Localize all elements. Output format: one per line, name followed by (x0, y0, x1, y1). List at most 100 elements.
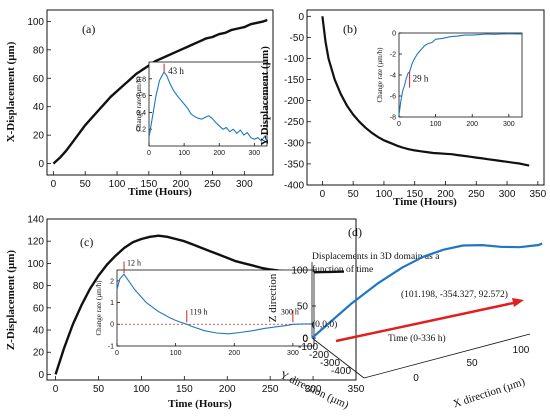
panel-a-xtick-label: 0 (51, 179, 57, 190)
panel-a-inset-axes: 0 100 200 300 0.2 0.4 0.6 0.8 (136, 76, 260, 157)
panel-d-time-arrowhead (512, 298, 524, 307)
panel-a-ylabel: X-Displacement (µm) (5, 41, 17, 142)
panel-d-ztick-label: 100 (291, 266, 308, 277)
panel-b-xtick-label: 100 (376, 189, 393, 200)
panel-d-title-line2: function of time (312, 264, 373, 275)
panel-c-inset-xtick-label: 100 (170, 350, 182, 357)
panel-b-inset-xtick-label: 200 (466, 121, 478, 128)
panel-c-inset-ytick-label: 2 (110, 278, 114, 285)
panel-a-inset-change-rate-line (148, 71, 268, 143)
panel-a-xtick-label: 250 (204, 179, 221, 190)
panel-b-inset-annotation: 29 h (413, 73, 429, 83)
panel-b-inset-axes: 0 100 200 300 0 -2 -4 -6 -8 (390, 30, 515, 128)
panel-a-inset-ytick-label: 0.4 (136, 110, 146, 117)
panel-a-ytick-label: 40 (33, 102, 45, 113)
panel-b-inset-xtick-label: 300 (503, 121, 515, 128)
panel-b-inset-series (398, 33, 522, 115)
panel-a: (a) Time (Hours) X-Displacement (µm) 0 50… (5, 9, 274, 198)
panel-c-ytick-label: 140 (27, 215, 44, 226)
panel-b-ytick-label: 0 (298, 12, 304, 23)
panel-c-xtick-label: 200 (219, 384, 236, 395)
panel-b-inset-ylabel: Change rate (µm/h) (376, 47, 384, 103)
panel-b-inset-change-rate-line (398, 33, 522, 115)
panel-d-start-label: (0,0,0) (312, 319, 337, 330)
panel-a-inset-ytick-label: 0.8 (136, 76, 146, 83)
panel-b-xtick-label: 300 (499, 189, 516, 200)
panel-a-axes: 0 50 100 150 200 250 300 0 20 40 60 80 100 (27, 17, 253, 190)
panel-c-ytick-label: 80 (33, 281, 45, 292)
panel-b-label: (b) (343, 22, 357, 36)
panel-a-ytick-label: 0 (38, 159, 44, 170)
panel-d-ytick-label: -300 (320, 358, 340, 369)
panel-b-ytick-label: -200 (284, 96, 304, 107)
panel-b-frame (306, 9, 545, 186)
panel-d-zlabel: Z direction (267, 273, 279, 322)
panel-d-xtick-label: 0 (413, 373, 419, 384)
panel-b-xtick-label: 200 (437, 189, 454, 200)
panel-b-inset-xtick-label: 0 (397, 121, 401, 128)
panel-c-inset-annotation-12h: 12 h (127, 258, 141, 267)
panel-d-xlabel: X direction (µm) (452, 376, 527, 411)
panel-d-ytick-label: -400 (331, 366, 351, 377)
panel-b-inset-ytick-label: -6 (390, 93, 396, 100)
panel-a-xtick-label: 50 (80, 179, 92, 190)
panel-c-xtick-label: 50 (93, 384, 105, 395)
panel-c-inset-xtick-label: 300 (287, 350, 299, 357)
panel-c-inset-ytick-label: 0 (110, 322, 114, 329)
panel-b-ytick-label: -100 (284, 54, 304, 65)
panel-d-label: (d) (348, 225, 362, 239)
panel-b-ytick-label: -150 (284, 75, 304, 86)
panel-a-inset-xtick-label: 0 (147, 150, 151, 157)
panel-a-ytick-label: 100 (27, 17, 44, 28)
panel-c-inset-ylabel: Change rate (µm/h) (95, 280, 103, 336)
panel-c-ytick-label: 120 (27, 237, 44, 248)
panel-a-label: (a) (82, 22, 95, 36)
panel-d-y-axis (311, 337, 365, 379)
panel-a-ytick-label: 20 (33, 131, 45, 142)
panel-b-inset-xtick-label: 100 (430, 121, 442, 128)
panel-c-ytick-label: 100 (27, 259, 44, 270)
panel-b-inset-ytick-label: 0 (392, 30, 396, 37)
panel-b-ytick-label: -50 (290, 33, 305, 44)
panel-a-xlabel: Time (Hours) (128, 186, 192, 198)
panel-b-series (321, 16, 530, 167)
panel-d-time-arrow (335, 300, 519, 343)
panel-d-series (311, 242, 543, 339)
panel-c-ytick-label: 0 (38, 370, 44, 381)
panel-b-inset-ytick-label: -2 (390, 51, 396, 58)
panel-c-xtick-label: 150 (176, 384, 193, 395)
panel-d-ytick-label: -100 (298, 342, 318, 353)
panel-c-ytick-label: 60 (33, 303, 45, 314)
panel-b-xtick-label: 50 (348, 189, 360, 200)
panel-c-inset-ytick-label: 1 (110, 300, 114, 307)
panel-d-x-axis (363, 333, 531, 379)
panel-b-xtick-label: 350 (530, 189, 547, 200)
panel-c-ytick-label: 40 (33, 326, 45, 337)
panel-a-inset-xtick-label: 100 (178, 150, 190, 157)
panel-b-xtick-label: 150 (406, 189, 423, 200)
panel-b-axes: 0 50 100 150 200 250 300 3500-50-100-150-200-25… (284, 12, 547, 200)
panel-b-inset-ytick-label: -4 (390, 72, 396, 79)
panel-b-xtick-label: 250 (468, 189, 485, 200)
panel-c: (c) Time (Hours) Z-Displacement (µm) 0 50… (5, 215, 365, 411)
panel-d-ytick-label: 0 (302, 334, 308, 345)
panel-a-inset-ylabel: Change rate (µm/h) (135, 76, 143, 132)
panel-b-ytick-label: -350 (284, 159, 304, 170)
panel-c-inset-ytick-label: -1 (108, 343, 114, 350)
panel-c-ytick-label: 20 (33, 348, 45, 359)
panel-c-inset-change-rate-line (116, 273, 314, 335)
panel-d-xtick-label: 100 (513, 345, 530, 356)
panel-d-trajectory-line (311, 242, 543, 339)
panel-b-ytick-label: -250 (284, 117, 304, 128)
panel-b-y-displacement-line (321, 16, 530, 167)
panel-c-xtick-label: 350 (348, 384, 365, 395)
panel-a-inset-frame (148, 61, 268, 147)
panel-b: (b) Time (Hours) Y-Displacement (µm) 0 50… (259, 9, 547, 208)
panel-c-xlabel: Time (Hours) (168, 398, 232, 410)
panel-a-inset-ytick-label: 0.2 (136, 127, 146, 134)
panel-a-xtick-label: 150 (141, 179, 158, 190)
panel-c-inset-annotation-119h: 119 h (190, 307, 208, 316)
panel-b-xtick-label: 0 (320, 189, 326, 200)
